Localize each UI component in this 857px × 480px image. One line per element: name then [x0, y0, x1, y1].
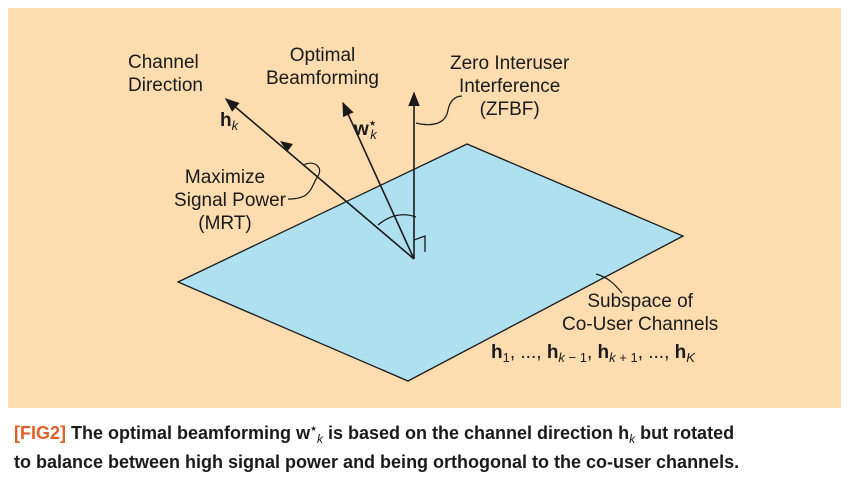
zero-interuser-label: Zero Interuser Interference (ZFBF) — [450, 53, 570, 120]
w-k-vector-label: w⋆k — [354, 116, 377, 142]
co-user-channel-set-text: h1, ..., hk − 1, hk + 1, ..., hK — [491, 342, 695, 365]
subspace-label: Subspace of Co-User Channels — [562, 291, 719, 335]
maximize-signal-label: Maximize Signal Power (MRT) — [174, 167, 286, 234]
figure-caption: [FIG2] The optimal beamforming w⋆k is ba… — [14, 423, 740, 472]
co-user-channel-set: h1, ..., hk − 1, hk + 1, ..., hK — [491, 342, 695, 365]
optimal-beamforming-vector — [342, 101, 415, 260]
mrt-arrowhead — [280, 141, 293, 152]
channel-direction-label: Channel Direction — [128, 52, 203, 96]
subspace-leader — [595, 273, 623, 294]
optimal-beamforming-label: Optimal Beamforming — [266, 45, 379, 89]
right-angle-mark — [413, 235, 426, 252]
caption-h-symbol: hk — [618, 423, 636, 446]
rotation-angle-arc — [377, 214, 417, 226]
zfbf-leader — [415, 95, 463, 126]
h-k-vector-label: hk — [220, 110, 239, 133]
co-user-subspace-plane — [176, 143, 685, 382]
mrt-leader — [287, 162, 321, 200]
channel-direction-vector — [224, 98, 415, 260]
caption-w-symbol: w⋆k — [296, 423, 323, 446]
caption-tag: [FIG2] — [14, 423, 66, 443]
